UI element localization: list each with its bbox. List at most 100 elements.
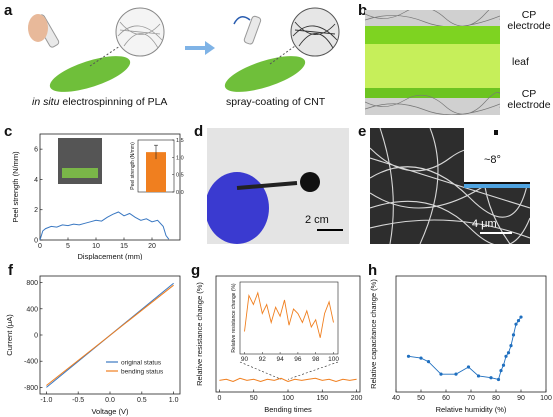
leaf-left bbox=[49, 56, 131, 92]
capacitance-point bbox=[501, 363, 506, 367]
panel-label-e: e bbox=[358, 123, 367, 140]
panel-label-b: b bbox=[358, 2, 368, 19]
instrument-sample bbox=[62, 168, 98, 178]
x-tick-label: 0.0 bbox=[105, 397, 115, 404]
label-leaf: leaf bbox=[512, 56, 529, 68]
capacitance-point bbox=[496, 377, 501, 382]
photo-d: 2 cm bbox=[205, 128, 349, 244]
x-tick-label: 100 bbox=[282, 395, 294, 402]
y-tick-label: 4 bbox=[34, 177, 38, 184]
y-axis-label: Current (μA) bbox=[5, 314, 14, 356]
hand bbox=[28, 14, 48, 42]
capacitance-point bbox=[426, 360, 431, 364]
iv-line-1 bbox=[46, 284, 174, 386]
y-tick-label: 0 bbox=[34, 238, 38, 245]
x-tick-label: 80 bbox=[492, 395, 500, 402]
capacitance-point bbox=[519, 315, 523, 319]
x-axis-label: Displacement (mm) bbox=[77, 252, 143, 260]
process-arrow bbox=[185, 41, 215, 55]
y-tick-label: -400 bbox=[24, 359, 38, 366]
inset-x-tick-label: 98 bbox=[312, 356, 320, 363]
x-tick-label: 0.5 bbox=[137, 397, 147, 404]
inset-y-tick-label: 1.5 bbox=[176, 138, 184, 144]
y-tick-label: 0 bbox=[34, 333, 38, 340]
photo-d-drawing bbox=[205, 172, 343, 244]
x-axis-label: Voltage (V) bbox=[91, 407, 129, 416]
plot-frame bbox=[395, 275, 547, 393]
x-tick-label: 40 bbox=[392, 395, 400, 402]
cp-electrode-top bbox=[365, 10, 500, 26]
inset-y-tick-label: 0.0 bbox=[176, 190, 184, 196]
tweezers bbox=[236, 181, 298, 190]
capacitance-point bbox=[419, 356, 423, 360]
scale-bar-d-label: 2 cm bbox=[305, 214, 329, 226]
needle-tip bbox=[494, 130, 498, 135]
peel-strength-line bbox=[39, 211, 170, 241]
panel-label-d: d bbox=[194, 123, 204, 140]
water-droplet bbox=[464, 184, 530, 188]
resistance-line bbox=[219, 377, 357, 383]
label-cp-electrode-top: CP electrode bbox=[507, 9, 551, 32]
caption-a-right: spray-coating of CNT bbox=[226, 96, 326, 108]
capacitance-line bbox=[408, 316, 522, 381]
substrate-line bbox=[464, 182, 530, 184]
x-tick-label: 5 bbox=[66, 243, 70, 250]
zoom-guide-left bbox=[239, 361, 282, 380]
panel-label-c: c bbox=[4, 123, 13, 140]
caption-a-left-italic: in situ bbox=[32, 96, 60, 108]
zoom-guide-right bbox=[287, 361, 339, 380]
y-tick-label: 6 bbox=[34, 147, 38, 154]
cp-electrode-bottom bbox=[365, 98, 500, 115]
x-axis-label: Bending times bbox=[264, 405, 312, 414]
panel-label-a: a bbox=[4, 2, 13, 19]
capacitance-point bbox=[499, 368, 503, 373]
x-tick-label: -0.5 bbox=[72, 397, 84, 404]
leaf-mesophyll bbox=[365, 44, 500, 88]
y-axis-label: Relative capacitance change (%) bbox=[369, 279, 378, 389]
capacitance-point bbox=[466, 365, 471, 369]
inset-x-tick-label: 100 bbox=[328, 356, 339, 363]
y-tick-label: 2 bbox=[34, 207, 38, 214]
sample-disc bbox=[300, 172, 320, 192]
capacitance-point bbox=[489, 376, 493, 380]
legend-label-0: original status bbox=[121, 360, 162, 367]
chart-c: 0 5 10 15 20 0 2 4 6 Displacement (mm) Peel streng… bbox=[11, 133, 184, 260]
x-axis-label: Relative humidity (%) bbox=[436, 405, 507, 414]
capacitance-point bbox=[514, 322, 518, 326]
capacitance-point bbox=[454, 372, 458, 376]
y-tick-label: 800 bbox=[26, 280, 38, 287]
inset-y-axis-label: Peel strength (N/mm) bbox=[130, 142, 136, 190]
x-tick-label: -1.0 bbox=[40, 397, 52, 404]
y-axis-label: Peel strength (N/mm) bbox=[11, 151, 20, 223]
inset-y-axis-label: Relative resistance change (%) bbox=[231, 283, 237, 353]
capacitance-point bbox=[511, 333, 516, 337]
capacitance-point bbox=[504, 354, 508, 358]
panel-b-illustration bbox=[365, 10, 500, 115]
plot-frame bbox=[39, 133, 181, 241]
leaf-right bbox=[224, 56, 306, 92]
x-tick-label: 0 bbox=[38, 243, 42, 250]
x-tick-label: 50 bbox=[250, 395, 258, 402]
inset-x-tick-label: 96 bbox=[294, 356, 302, 363]
y-tick-label: -800 bbox=[24, 385, 38, 392]
panel-label-g: g bbox=[191, 262, 201, 279]
inset-frame bbox=[239, 281, 339, 355]
chart-f: -1.0 -0.5 0.0 0.5 1.0 -800 -400 0 400 800 Voltage … bbox=[5, 275, 181, 416]
x-tick-label: 100 bbox=[540, 395, 552, 402]
x-tick-label: 70 bbox=[467, 395, 475, 402]
label-cp-electrode-bottom: CP electrode bbox=[507, 88, 551, 111]
leaf-lower-cells bbox=[365, 88, 500, 98]
spray-nozzle bbox=[243, 15, 262, 45]
x-tick-label: 90 bbox=[517, 395, 525, 402]
panel-label-f: f bbox=[8, 262, 13, 279]
capacitance-point bbox=[439, 372, 443, 376]
inset-x-tick-label: 92 bbox=[259, 356, 267, 363]
x-tick-label: 0 bbox=[217, 395, 221, 402]
contact-angle-inset: ~8° bbox=[464, 128, 530, 188]
panel-a-illustration bbox=[28, 7, 340, 92]
caption-a-left-rest: electrospinning of PLA bbox=[59, 96, 168, 108]
x-tick-label: 60 bbox=[442, 395, 450, 402]
x-tick-label: 10 bbox=[92, 243, 100, 250]
scale-bar-e-label: 4 μm bbox=[472, 218, 497, 230]
